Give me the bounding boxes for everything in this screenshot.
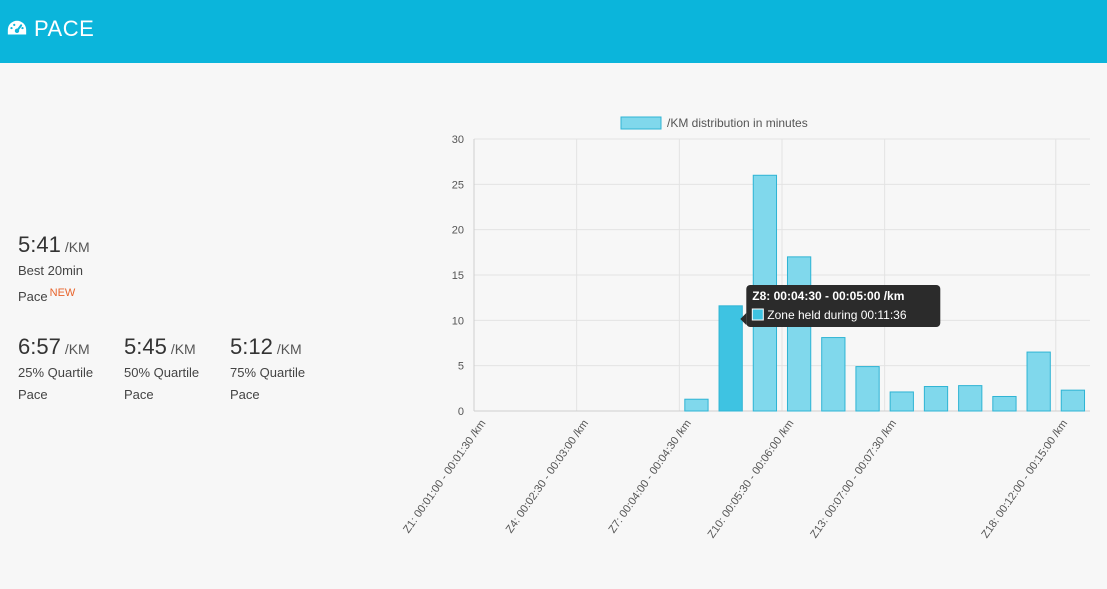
x-tick-label: Z10: 00:05:30 - 00:06:00 /km	[706, 418, 797, 541]
x-tick-label: Z4: 00:02:30 - 00:03:00 /km	[504, 418, 591, 536]
y-tick-label: 20	[452, 225, 464, 237]
y-tick-label: 30	[452, 134, 464, 146]
quartile-75-stat: 5:12/KM 75% Quartile Pace	[230, 334, 330, 406]
page-title: PACE	[34, 16, 95, 41]
y-tick-label: 10	[452, 315, 464, 327]
legend-label[interactable]: /KM distribution in minutes	[667, 116, 808, 130]
bar-z12[interactable]	[855, 366, 880, 412]
quartile-25-stat: 6:57/KM 25% Quartile Pace	[18, 334, 118, 406]
legend-swatch[interactable]	[620, 116, 662, 130]
page-header: PACE	[0, 0, 1107, 63]
tooltip-box	[746, 285, 941, 327]
quartile-50-value: 5:45	[124, 334, 167, 359]
quartile-75-label: 75% Quartile	[230, 365, 306, 380]
y-tick-label: 25	[452, 179, 464, 191]
quartile-75-unit: /KM	[276, 341, 302, 357]
new-badge: NEW	[49, 287, 76, 299]
quartile-75-label-pace: Pace	[230, 387, 260, 402]
tooltip-swatch	[751, 308, 764, 321]
quartile-25-value: 6:57	[18, 334, 61, 359]
tooltip-body: Zone held during 00:11:36	[767, 308, 907, 322]
speedometer-icon	[7, 20, 27, 35]
y-tick-label: 15	[452, 270, 464, 282]
best-pace-label-line2: Pace NEW	[18, 282, 158, 308]
quartile-25-label: 25% Quartile	[18, 365, 94, 380]
best-pace-label: Best 20min	[18, 263, 84, 278]
pace-distribution-chart: 0 5 10 15 20 25 30 Z1: 00:01:00 - 00:01:30 /km Z…	[390, 104, 1100, 574]
bar-z16[interactable]	[992, 395, 1017, 412]
best-pace-stat: 5:41/KM Best 20min Pace NEW	[18, 232, 158, 308]
best-pace-unit: /KM	[64, 239, 90, 255]
y-tick-label: 0	[458, 406, 464, 418]
quartile-75-value: 5:12	[230, 334, 273, 359]
bar-z18[interactable]	[1060, 389, 1086, 412]
tooltip-title: Z8: 00:04:30 - 00:05:00 /km	[752, 289, 904, 303]
bar-z13[interactable]	[889, 391, 914, 412]
tooltip-caret	[740, 313, 747, 325]
best-pace-value: 5:41	[18, 232, 61, 257]
quartile-50-unit: /KM	[170, 341, 196, 357]
quartile-50-label: 50% Quartile	[124, 365, 200, 380]
bar-z17[interactable]	[1026, 351, 1051, 412]
bar-z10[interactable]	[786, 256, 812, 412]
x-tick-label: Z7: 00:04:00 - 00:04:30 /km	[606, 418, 693, 536]
quartile-50-stat: 5:45/KM 50% Quartile Pace	[124, 334, 224, 406]
header-title-group: PACE	[6, 16, 94, 42]
bar-z15[interactable]	[958, 385, 983, 412]
quartile-50-label-pace: Pace	[124, 387, 154, 402]
quartile-25-unit: /KM	[64, 341, 90, 357]
quartile-25-label-pace: Pace	[18, 387, 48, 402]
best-pace-label-pace: Pace	[18, 289, 48, 304]
x-tick-label: Z18: 00:12:00 - 00:15:00 /km	[979, 418, 1070, 541]
bar-z7[interactable]	[684, 398, 709, 412]
x-tick-label: Z13: 00:07:00 - 00:07:30 /km	[808, 418, 899, 541]
quartile-row: 6:57/KM 25% Quartile Pace 5:45/KM 50% Qu…	[18, 334, 338, 414]
bar-z8[interactable]	[718, 305, 743, 412]
bar-z14[interactable]	[923, 386, 949, 412]
x-tick-label: Z1: 00:01:00 - 00:01:30 /km	[401, 418, 488, 536]
y-tick-label: 5	[458, 361, 464, 373]
bar-z11[interactable]	[821, 337, 846, 412]
